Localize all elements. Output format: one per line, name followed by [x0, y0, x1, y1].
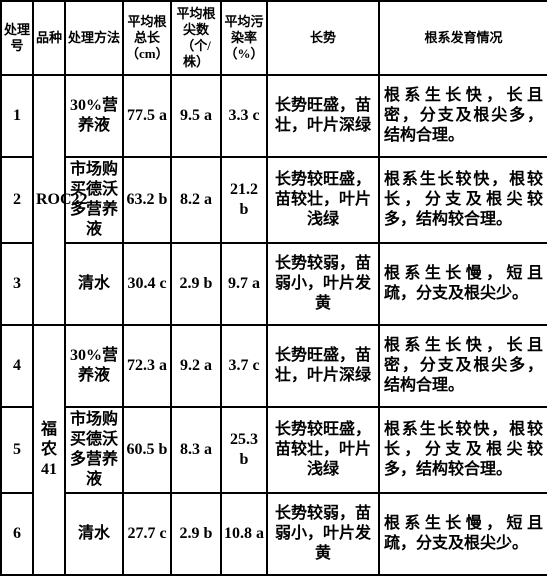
header-row: 处理号 品种 处理方法 平均根总长（cm） 平均根尖数（个/株） 平均污染率（%…	[1, 1, 547, 75]
cell-poll: 10.8 a	[221, 493, 267, 575]
cell-tips: 2.9 b	[171, 243, 221, 325]
cell-growth: 长势较弱，苗弱小，叶片发黄	[267, 493, 379, 575]
cell-growth: 长势较旺盛，苗较壮，叶片浅绿	[267, 157, 379, 243]
cell-len: 63.2 b	[123, 157, 171, 243]
cell-num: 6	[1, 493, 33, 575]
header-method: 处理方法	[65, 1, 123, 75]
cell-method: 清水	[65, 493, 123, 575]
cell-method: 清水	[65, 243, 123, 325]
cell-method: 市场购买德沃多营养液	[65, 157, 123, 243]
table-row: 5 市场购买德沃多营养液 60.5 b 8.3 a 25.3 b 长势较旺盛，苗…	[1, 407, 547, 493]
cell-poll: 3.7 c	[221, 325, 267, 407]
cell-tips: 8.2 a	[171, 157, 221, 243]
table-row: 3 清水 30.4 c 2.9 b 9.7 a 长势较弱，苗弱小，叶片发黄 根系…	[1, 243, 547, 325]
table-row: 1 ROC22 30%营养液 77.5 a 9.5 a 3.3 c 长势旺盛，苗…	[1, 75, 547, 157]
cell-root: 根系生长慢，短且疏，分支及根尖少。	[379, 493, 547, 575]
cell-poll: 21.2 b	[221, 157, 267, 243]
cell-len: 30.4 c	[123, 243, 171, 325]
cell-len: 77.5 a	[123, 75, 171, 157]
cell-tips: 8.3 a	[171, 407, 221, 493]
cell-num: 2	[1, 157, 33, 243]
cell-len: 60.5 b	[123, 407, 171, 493]
cell-root: 根系生长慢，短且疏，分支及根尖少。	[379, 243, 547, 325]
cell-poll: 9.7 a	[221, 243, 267, 325]
header-growth: 长势	[267, 1, 379, 75]
cell-tips: 9.5 a	[171, 75, 221, 157]
cell-growth: 长势旺盛，苗壮，叶片深绿	[267, 325, 379, 407]
cell-growth: 长势旺盛，苗壮，叶片深绿	[267, 75, 379, 157]
cell-poll: 25.3 b	[221, 407, 267, 493]
cell-growth: 长势较弱，苗弱小，叶片发黄	[267, 243, 379, 325]
cell-variety: 福农41	[33, 325, 65, 575]
cell-growth: 长势较旺盛，苗较壮，叶片浅绿	[267, 407, 379, 493]
cell-tips: 9.2 a	[171, 325, 221, 407]
cell-tips: 2.9 b	[171, 493, 221, 575]
cell-num: 5	[1, 407, 33, 493]
table-row: 6 清水 27.7 c 2.9 b 10.8 a 长势较弱，苗弱小，叶片发黄 根…	[1, 493, 547, 575]
header-num: 处理号	[1, 1, 33, 75]
cell-root: 根系生长快，长且密，分支及根尖多，结构合理。	[379, 75, 547, 157]
table-row: 2 市场购买德沃多营养液 63.2 b 8.2 a 21.2 b 长势较旺盛，苗…	[1, 157, 547, 243]
cell-len: 27.7 c	[123, 493, 171, 575]
cell-num: 4	[1, 325, 33, 407]
cell-len: 72.3 a	[123, 325, 171, 407]
cell-num: 1	[1, 75, 33, 157]
data-table: 处理号 品种 处理方法 平均根总长（cm） 平均根尖数（个/株） 平均污染率（%…	[0, 0, 547, 576]
header-variety: 品种	[33, 1, 65, 75]
cell-root: 根系生长较快，根较长，分支及根尖较多，结构较合理。	[379, 407, 547, 493]
cell-poll: 3.3 c	[221, 75, 267, 157]
header-avg-len: 平均根总长（cm）	[123, 1, 171, 75]
cell-method: 市场购买德沃多营养液	[65, 407, 123, 493]
cell-method: 30%营养液	[65, 75, 123, 157]
cell-root: 根系生长快，长且密，分支及根尖多，结构合理。	[379, 325, 547, 407]
cell-variety: ROC22	[33, 75, 65, 325]
header-root: 根系发育情况	[379, 1, 547, 75]
cell-method: 30%营养液	[65, 325, 123, 407]
header-pollution: 平均污染率（%）	[221, 1, 267, 75]
cell-root: 根系生长较快，根较长，分支及根尖较多，结构较合理。	[379, 157, 547, 243]
cell-num: 3	[1, 243, 33, 325]
table-row: 4 福农41 30%营养液 72.3 a 9.2 a 3.7 c 长势旺盛，苗壮…	[1, 325, 547, 407]
header-avg-tips: 平均根尖数（个/株）	[171, 1, 221, 75]
